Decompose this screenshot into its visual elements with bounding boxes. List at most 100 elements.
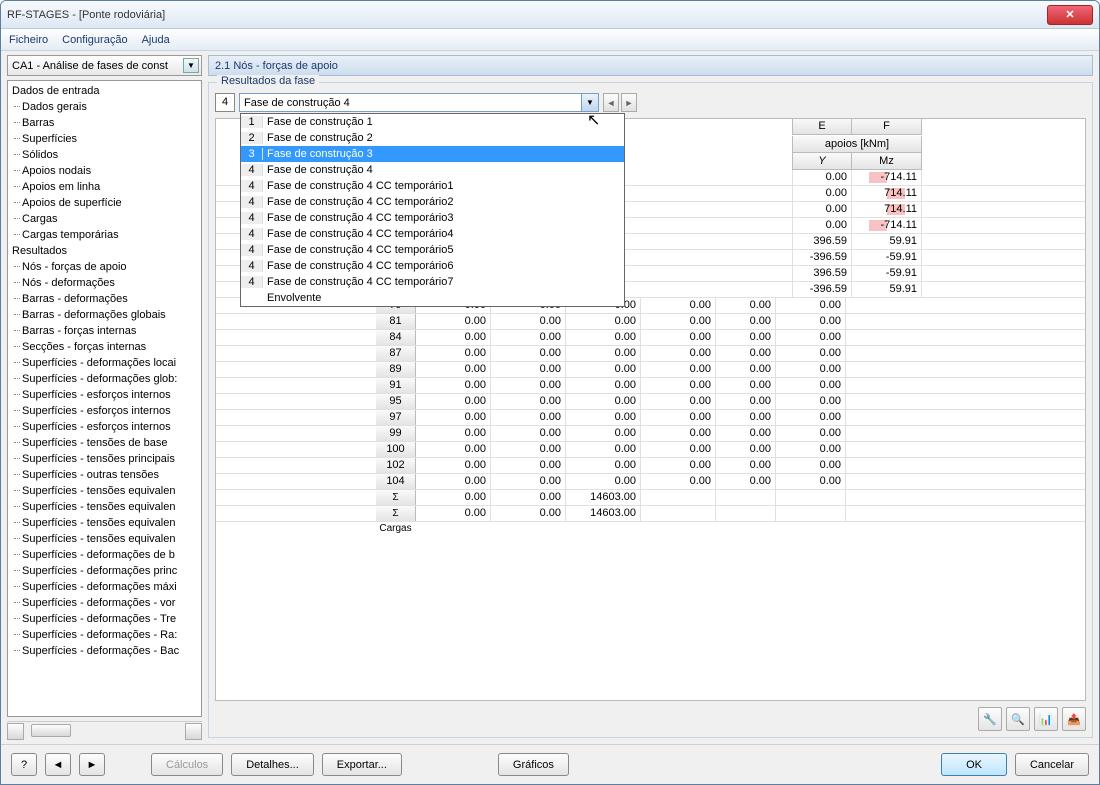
tree-item[interactable]: Cargas temporárias <box>8 227 201 243</box>
tree-item[interactable]: Secções - forças internas <box>8 339 201 355</box>
phase-dropdown[interactable]: 1Fase de construção 12Fase de construção… <box>240 113 625 307</box>
main-window: RF-STAGES - [Ponte rodoviária] ✕ Ficheir… <box>0 0 1100 785</box>
table-row: 970.000.000.000.000.000.00 <box>216 410 1085 426</box>
table-sum-row: Σ Forças0.000.0014603.00 <box>216 490 1085 506</box>
menubar: Ficheiro Configuração Ajuda <box>1 29 1099 51</box>
tree-item[interactable]: Nós - forças de apoio <box>8 259 201 275</box>
table-row: 1040.000.000.000.000.000.00 <box>216 474 1085 490</box>
tree-item[interactable]: Superfícies - tensões de base <box>8 435 201 451</box>
tree-root-results[interactable]: Resultados <box>8 243 201 259</box>
col-sup: apoios [kNm] <box>792 136 922 152</box>
table-row: 990.000.000.000.000.000.00 <box>216 426 1085 442</box>
table-row: 1000.000.000.000.000.000.00 <box>216 442 1085 458</box>
next-phase-button[interactable]: ► <box>621 93 637 112</box>
tree-item[interactable]: Superfícies - deformações locai <box>8 355 201 371</box>
export-button[interactable]: Exportar... <box>322 753 402 776</box>
tree-item[interactable]: Superfícies - tensões equivalen <box>8 531 201 547</box>
table-row: 910.000.000.000.000.000.00 <box>216 378 1085 394</box>
col-F: F <box>852 118 922 134</box>
menu-help[interactable]: Ajuda <box>142 34 170 46</box>
close-button[interactable]: ✕ <box>1047 5 1093 25</box>
col-Mz: Mz <box>852 153 922 169</box>
tree-item[interactable]: Barras - deformações globais <box>8 307 201 323</box>
table-row: 890.000.000.000.000.000.00 <box>216 362 1085 378</box>
dropdown-item[interactable]: 4Fase de construção 4 CC temporário3 <box>241 210 624 226</box>
chevron-down-icon: ▼ <box>183 58 199 73</box>
chevron-down-icon: ▼ <box>581 94 598 111</box>
ok-button[interactable]: OK <box>941 753 1007 776</box>
tree-item[interactable]: Superfícies - tensões equivalen <box>8 499 201 515</box>
menu-config[interactable]: Configuração <box>62 34 127 46</box>
tree-item[interactable]: Superfícies - tensões equivalen <box>8 515 201 531</box>
group-label: Resultados da fase <box>217 75 319 87</box>
tree-root-input[interactable]: Dados de entrada <box>8 83 201 99</box>
titlebar: RF-STAGES - [Ponte rodoviária] ✕ <box>1 1 1099 29</box>
table-row: 870.000.000.000.000.000.00 <box>216 346 1085 362</box>
tree-item[interactable]: Superfícies - deformações - Bac <box>8 643 201 659</box>
dropdown-item[interactable]: 4Fase de construção 4 CC temporário5 <box>241 242 624 258</box>
dropdown-item[interactable]: 4Fase de construção 4 CC temporário1 <box>241 178 624 194</box>
prev-button[interactable]: ◄ <box>45 753 71 776</box>
dropdown-item[interactable]: 4Fase de construção 4 CC temporário7 <box>241 274 624 290</box>
calc-button[interactable]: Cálculos <box>151 753 223 776</box>
panel-title: 2.1 Nós - forças de apoio <box>208 55 1093 76</box>
analysis-combo-label: CA1 - Análise de fases de const <box>12 60 168 72</box>
col-Y: Y <box>792 153 852 169</box>
analysis-combo[interactable]: CA1 - Análise de fases de const ▼ <box>7 55 202 76</box>
table-row: 810.000.000.000.000.000.00 <box>216 314 1085 330</box>
tree-item[interactable]: Apoios nodais <box>8 163 201 179</box>
dropdown-item[interactable]: Envolvente <box>241 290 624 306</box>
tree-item[interactable]: Superfícies - deformações máxi <box>8 579 201 595</box>
tool-button-4[interactable]: 📤 <box>1062 707 1086 731</box>
tree-item[interactable]: Superfícies - deformações glob: <box>8 371 201 387</box>
dropdown-item[interactable]: 1Fase de construção 1 <box>241 114 624 130</box>
tree-item[interactable]: Superfícies - outras tensões <box>8 467 201 483</box>
tree-item[interactable]: Barras - forças internas <box>8 323 201 339</box>
phase-combo-label: Fase de construção 4 <box>244 97 350 109</box>
navigation-tree[interactable]: Dados de entrada Dados geraisBarrasSuper… <box>7 80 202 717</box>
tree-item[interactable]: Superfícies - esforços internos <box>8 419 201 435</box>
table-row: 950.000.000.000.000.000.00 <box>216 394 1085 410</box>
cancel-button[interactable]: Cancelar <box>1015 753 1089 776</box>
tree-item[interactable]: Superfícies - deformações - vor <box>8 595 201 611</box>
table-row: 1020.000.000.000.000.000.00 <box>216 458 1085 474</box>
tree-item[interactable]: Superfícies - esforços internos <box>8 403 201 419</box>
results-group: Resultados da fase 4 Fase de construção … <box>208 82 1093 738</box>
tree-scrollbar[interactable] <box>7 721 202 738</box>
dropdown-item[interactable]: 4Fase de construção 4 CC temporário6 <box>241 258 624 274</box>
tree-item[interactable]: Barras <box>8 115 201 131</box>
dropdown-item[interactable]: 4Fase de construção 4 <box>241 162 624 178</box>
dropdown-item[interactable]: 2Fase de construção 2 <box>241 130 624 146</box>
tool-button-1[interactable]: 🔧 <box>978 707 1002 731</box>
tree-item[interactable]: Superfícies - deformações - Tre <box>8 611 201 627</box>
next-button[interactable]: ► <box>79 753 105 776</box>
tree-item[interactable]: Dados gerais <box>8 99 201 115</box>
tool-button-2[interactable]: 🔍 <box>1006 707 1030 731</box>
details-button[interactable]: Detalhes... <box>231 753 314 776</box>
tree-item[interactable]: Superfícies - deformações - Ra: <box>8 627 201 643</box>
bottom-bar: ? ◄ ► Cálculos Detalhes... Exportar... G… <box>1 744 1099 784</box>
phase-combo[interactable]: Fase de construção 4 ▼ 1Fase de construç… <box>239 93 599 112</box>
tree-item[interactable]: Apoios de superfície <box>8 195 201 211</box>
tree-item[interactable]: Superfícies - deformações de b <box>8 547 201 563</box>
tree-item[interactable]: Cargas <box>8 211 201 227</box>
dropdown-item[interactable]: 4Fase de construção 4 CC temporário4 <box>241 226 624 242</box>
col-E: E <box>792 118 852 134</box>
tree-item[interactable]: Nós - deformações <box>8 275 201 291</box>
dropdown-item[interactable]: 4Fase de construção 4 CC temporário2 <box>241 194 624 210</box>
tree-item[interactable]: Superfícies - deformações princ <box>8 563 201 579</box>
menu-file[interactable]: Ficheiro <box>9 34 48 46</box>
tool-button-3[interactable]: 📊 <box>1034 707 1058 731</box>
phase-number[interactable]: 4 <box>215 93 235 112</box>
tree-item[interactable]: Superfícies - esforços internos <box>8 387 201 403</box>
tree-item[interactable]: Superfícies - tensões principais <box>8 451 201 467</box>
tree-item[interactable]: Apoios em linha <box>8 179 201 195</box>
tree-item[interactable]: Superfícies - tensões equivalen <box>8 483 201 499</box>
graphics-button[interactable]: Gráficos <box>498 753 569 776</box>
prev-phase-button[interactable]: ◄ <box>603 93 619 112</box>
tree-item[interactable]: Barras - deformações <box>8 291 201 307</box>
tree-item[interactable]: Sólidos <box>8 147 201 163</box>
dropdown-item[interactable]: 3Fase de construção 3 <box>241 146 624 162</box>
tree-item[interactable]: Superfícies <box>8 131 201 147</box>
help-button[interactable]: ? <box>11 753 37 776</box>
